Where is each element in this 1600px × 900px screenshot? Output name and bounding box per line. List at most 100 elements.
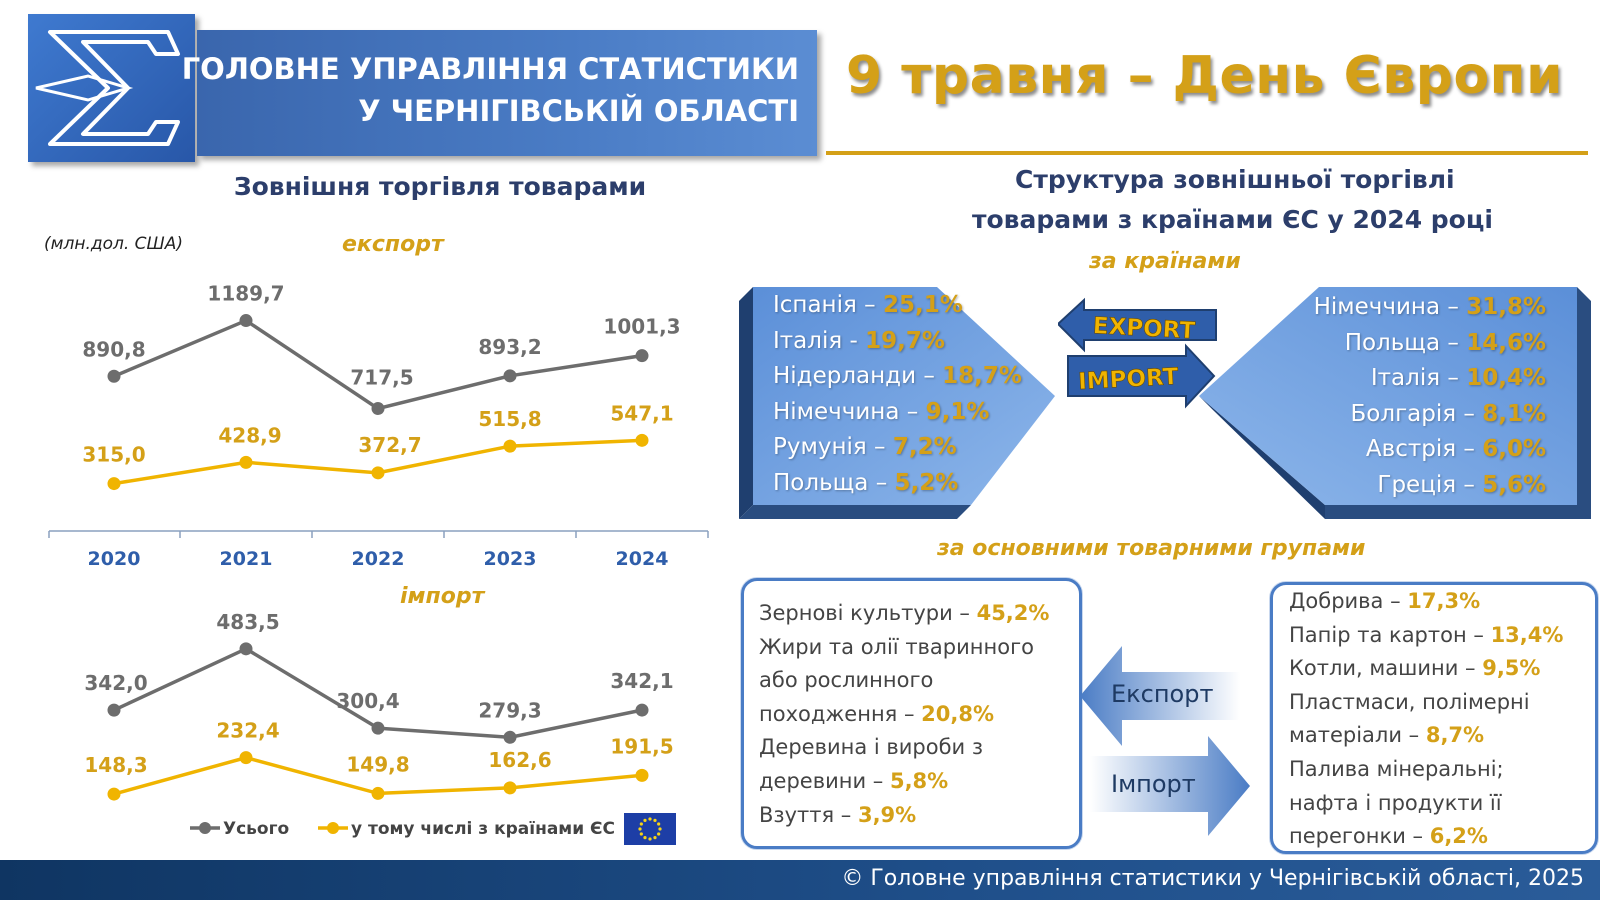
eu-star bbox=[643, 818, 647, 822]
data-point bbox=[635, 768, 649, 782]
eu-star bbox=[639, 822, 643, 826]
export-group-item-percent: 45,2% bbox=[976, 601, 1050, 625]
x-tick-label: 2023 bbox=[484, 548, 537, 570]
data-point bbox=[635, 349, 649, 363]
export-group-item: або рослинного bbox=[759, 664, 1049, 698]
export-group-item-label: Жири та олії тваринного bbox=[759, 634, 1034, 659]
by-countries-heading: за країнами bbox=[1089, 249, 1241, 274]
export-country-item-label: Румунія – bbox=[773, 434, 893, 460]
import-group-item: перегонки – 6,2% bbox=[1289, 820, 1563, 854]
import-country-item-label: Австрія – bbox=[1365, 436, 1483, 462]
data-label: 893,2 bbox=[478, 335, 541, 359]
import-group-item: Палива мінеральні; bbox=[1289, 753, 1563, 787]
import-country-item: Греція – 5,6% bbox=[1314, 468, 1546, 504]
data-point bbox=[239, 642, 253, 656]
import-group-item: нафта і продукти її bbox=[1289, 787, 1563, 821]
import-group-item-label: нафта і продукти її bbox=[1289, 790, 1502, 815]
import-chart: 342,0 483,5 300,4 279,3 342,1 148,3 232,4 149,8… bbox=[84, 610, 674, 801]
group-arrows bbox=[1080, 646, 1250, 836]
eu-star bbox=[653, 836, 657, 840]
x-tick-label: 2020 bbox=[88, 548, 141, 570]
import-country-item-percent: 6,0% bbox=[1482, 436, 1546, 462]
export-group-item-label: деревини – bbox=[759, 768, 890, 793]
eu-flag-icon bbox=[624, 813, 676, 845]
import-country-item: Польща – 14,6% bbox=[1314, 326, 1546, 362]
export-country-item: Італія - 19,7% bbox=[773, 324, 1022, 360]
data-point bbox=[635, 703, 649, 717]
import-group-item-percent: 8,7% bbox=[1425, 723, 1485, 748]
import-group-item-label: Палива мінеральні; bbox=[1289, 756, 1504, 781]
data-point bbox=[371, 721, 385, 735]
export-country-item: Румунія – 7,2% bbox=[773, 430, 1022, 466]
import-country-item: Німеччина – 31,8% bbox=[1314, 290, 1546, 326]
eu-star bbox=[648, 837, 652, 841]
export-import-badges: EXPORT IMPORT bbox=[1058, 297, 1217, 409]
title-underline bbox=[826, 151, 1588, 155]
x-tick-label: 2021 bbox=[220, 548, 273, 570]
data-point bbox=[371, 402, 385, 416]
org-name-line1: ГОЛОВНЕ УПРАВЛІННЯ СТАТИСТИКИ bbox=[181, 52, 799, 86]
eu-star bbox=[657, 822, 661, 826]
export-group-item-label: Взуття – bbox=[759, 802, 858, 827]
import-country-item-percent: 14,6% bbox=[1466, 329, 1546, 356]
export-country-item-percent: 18,7% bbox=[942, 363, 1022, 389]
footer: © Головне управління статистики у Черніг… bbox=[0, 860, 1600, 900]
data-label: 300,4 bbox=[336, 689, 399, 713]
export-country-item: Нідерланди – 18,7% bbox=[773, 359, 1022, 395]
export-arrow-shape bbox=[1080, 646, 1240, 746]
import-group-item-percent: 13,4% bbox=[1490, 622, 1564, 647]
import-country-item-percent: 31,8% bbox=[1466, 294, 1546, 320]
data-label: 149,8 bbox=[346, 752, 409, 776]
legend-marker bbox=[199, 822, 211, 834]
import-group-item-label: Папір та картон – bbox=[1289, 622, 1491, 647]
eu-star bbox=[658, 827, 662, 831]
export-country-item-percent: 5,2% bbox=[894, 469, 959, 496]
data-label: 515,8 bbox=[478, 407, 541, 431]
export-arrow-label: Експорт bbox=[1111, 680, 1214, 708]
x-axis-ticks bbox=[48, 531, 709, 538]
trade-heading: Зовнішня торгівля товарами bbox=[233, 172, 647, 201]
import-badge-text: IMPORT bbox=[1078, 364, 1180, 395]
import-country-item-label: Греція – bbox=[1377, 471, 1483, 498]
export-group-item: Зернові культури – 45,2% bbox=[759, 597, 1049, 631]
chart-legend: Усього у тому числі з країнами ЄС bbox=[190, 819, 615, 839]
import-group-item-label: матеріали – bbox=[1289, 723, 1426, 748]
data-label: 1001,3 bbox=[603, 315, 680, 339]
data-label: 717,5 bbox=[350, 366, 413, 390]
data-label: 162,6 bbox=[488, 748, 551, 772]
import-group-item: матеріали – 8,7% bbox=[1289, 719, 1563, 753]
import-arrow-label: Імпорт bbox=[1111, 770, 1196, 798]
data-label: 315,0 bbox=[82, 443, 145, 467]
export-group-item-percent: 20,8% bbox=[921, 701, 995, 726]
data-label: 279,3 bbox=[478, 698, 541, 722]
import-countries-block bbox=[1199, 287, 1577, 505]
sigma-logo-icon bbox=[35, 30, 180, 146]
import-group-item-percent: 9,5% bbox=[1482, 656, 1541, 681]
import-country-item-label: Німеччина – bbox=[1313, 294, 1467, 320]
structure-heading-line1: Структура зовнішньої торгівлі bbox=[1015, 165, 1455, 194]
export-badge-arrow bbox=[1058, 297, 1217, 353]
export-country-item-label: Нідерланди – bbox=[773, 363, 943, 389]
export-country-item-percent: 19,7% bbox=[865, 327, 945, 354]
data-label: 148,3 bbox=[84, 753, 147, 777]
legend-label: у тому числі з країнами ЄС bbox=[351, 819, 615, 839]
export-country-item: Іспанія – 25,1% bbox=[773, 288, 1022, 324]
logo bbox=[28, 14, 195, 162]
export-group-item: Жири та олії тваринного bbox=[759, 631, 1049, 665]
import-chart-title: імпорт bbox=[400, 584, 485, 609]
trade-charts: 2020 2021 2022 2023 2024 890,8 1189,7 717,5 893… bbox=[48, 282, 709, 839]
unit-label: (млн.дол. США) bbox=[44, 234, 183, 254]
series-line bbox=[113, 318, 643, 411]
import-group-item-label: Котли, машини – bbox=[1289, 656, 1483, 681]
data-point bbox=[503, 730, 517, 744]
data-point bbox=[107, 477, 121, 491]
data-label: 890,8 bbox=[82, 337, 145, 361]
org-name-line2: У ЧЕРНІГІВСЬКІЙ ОБЛАСТІ bbox=[358, 94, 799, 128]
data-point bbox=[503, 781, 517, 795]
data-point bbox=[371, 466, 385, 480]
export-countries-list: Іспанія – 25,1% Італія - 19,7% Нідерланди … bbox=[773, 288, 1022, 501]
import-group-item: Котли, машини – 9,5% bbox=[1289, 652, 1563, 686]
data-label: 191,5 bbox=[610, 734, 673, 758]
eu-star bbox=[648, 817, 652, 821]
export-country-item-percent: 7,2% bbox=[892, 434, 957, 460]
